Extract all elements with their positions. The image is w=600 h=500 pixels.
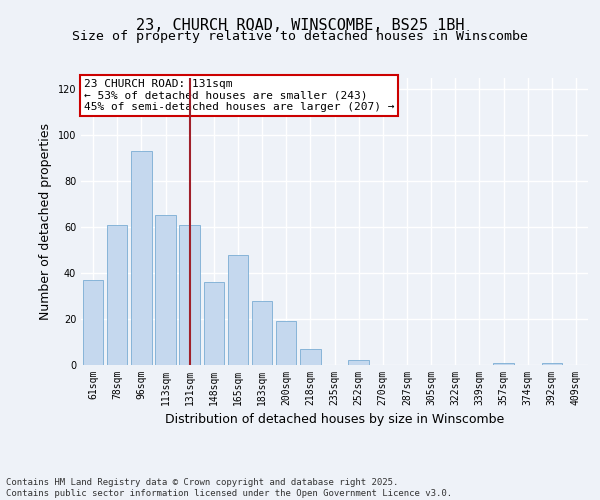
Bar [179,224,200,365]
Bar [252,300,272,365]
Bar [107,224,127,365]
Text: Contains HM Land Registry data © Crown copyright and database right 2025.
Contai: Contains HM Land Registry data © Crown c… [6,478,452,498]
Bar [203,282,224,365]
Text: Size of property relative to detached houses in Winscombe: Size of property relative to detached ho… [72,30,528,43]
Bar [83,280,103,365]
Y-axis label: Number of detached properties: Number of detached properties [39,122,52,320]
Text: 23 CHURCH ROAD: 131sqm
← 53% of detached houses are smaller (243)
45% of semi-de: 23 CHURCH ROAD: 131sqm ← 53% of detached… [83,79,394,112]
Text: 23, CHURCH ROAD, WINSCOMBE, BS25 1BH: 23, CHURCH ROAD, WINSCOMBE, BS25 1BH [136,18,464,32]
Bar [493,362,514,365]
Bar [349,360,369,365]
Bar [155,216,176,365]
Bar [300,349,320,365]
Bar [542,362,562,365]
Bar [227,254,248,365]
Bar [276,322,296,365]
Bar [131,151,152,365]
X-axis label: Distribution of detached houses by size in Winscombe: Distribution of detached houses by size … [165,414,504,426]
